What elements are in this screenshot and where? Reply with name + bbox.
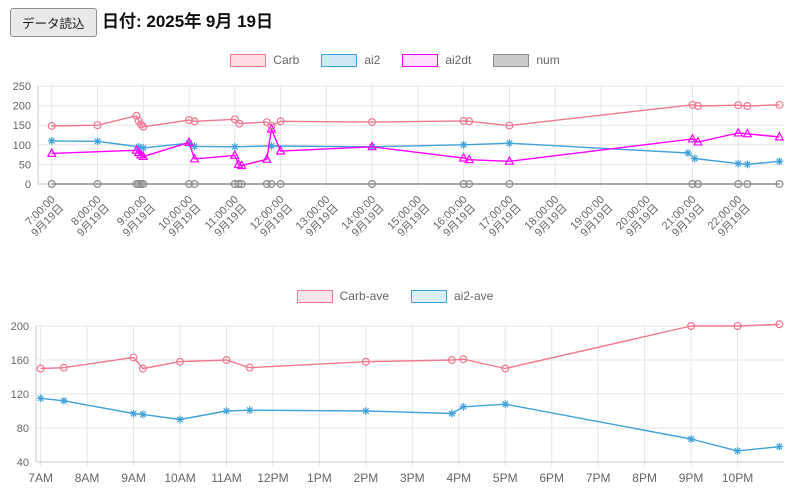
legend-swatch xyxy=(296,289,333,303)
series-Carb xyxy=(47,100,784,131)
svg-text:11AM: 11AM xyxy=(211,471,241,485)
svg-text:160: 160 xyxy=(11,355,29,367)
legend-swatch xyxy=(402,53,439,67)
legend-item-ai2[interactable]: ai2 xyxy=(321,53,380,67)
svg-text:16:00:009月19日: 16:00:009月19日 xyxy=(431,194,478,241)
legend-item-ai2-ave[interactable]: ai2-ave xyxy=(411,289,493,303)
svg-text:19:00:009月19日: 19:00:009月19日 xyxy=(568,194,615,241)
svg-text:10PM: 10PM xyxy=(722,471,753,485)
date-title: 日付: 2025年 9月 19日 xyxy=(102,12,274,31)
svg-text:9AM: 9AM xyxy=(121,471,146,485)
svg-text:6PM: 6PM xyxy=(539,471,564,485)
series-ai2-ave xyxy=(36,394,784,455)
series-ai2 xyxy=(47,136,784,169)
svg-text:18:00:009月19日: 18:00:009月19日 xyxy=(523,194,570,241)
legend-label: Carb-ave xyxy=(339,289,389,303)
series-num xyxy=(47,179,784,188)
load-data-button[interactable]: データ読込 xyxy=(10,8,97,37)
series-ai2dt xyxy=(46,123,785,170)
svg-text:17:00:009月19日: 17:00:009月19日 xyxy=(477,194,524,241)
svg-text:80: 80 xyxy=(17,423,29,435)
legend-item-Carb-ave[interactable]: Carb-ave xyxy=(296,289,389,303)
legend-swatch xyxy=(493,53,530,67)
svg-text:200: 200 xyxy=(11,321,29,333)
svg-text:2PM: 2PM xyxy=(354,471,379,485)
top-chart-canvas: 0 50 100 150 200 250 7:00:009月19日 8:00:009月19日 9… xyxy=(13,81,785,241)
legend-label: num xyxy=(536,53,560,67)
svg-text:250: 250 xyxy=(13,81,31,93)
svg-text:0: 0 xyxy=(25,179,31,191)
legend-label: ai2 xyxy=(364,53,381,67)
svg-text:22:00:009月19日: 22:00:009月19日 xyxy=(706,194,753,241)
svg-text:200: 200 xyxy=(13,101,31,113)
svg-text:1PM: 1PM xyxy=(307,471,332,485)
legend-item-num[interactable]: num xyxy=(493,53,560,67)
series-Carb-ave xyxy=(36,320,784,373)
legend-item-Carb[interactable]: Carb xyxy=(230,53,299,67)
top-chart-legend: Carb ai2 ai2dt num xyxy=(0,53,790,67)
svg-text:9PM: 9PM xyxy=(679,471,704,485)
svg-text:7:00:009月19日: 7:00:009月19日 xyxy=(21,194,67,240)
legend-label: ai2-ave xyxy=(454,289,494,303)
svg-text:7PM: 7PM xyxy=(586,471,611,485)
legend-label: ai2dt xyxy=(445,53,472,67)
legend-swatch xyxy=(411,289,447,303)
svg-text:20:00:009月19日: 20:00:009月19日 xyxy=(614,194,661,241)
svg-text:40: 40 xyxy=(17,457,29,469)
svg-text:13:00:009月19日: 13:00:009月19日 xyxy=(294,194,341,241)
svg-text:8AM: 8AM xyxy=(75,471,100,485)
svg-text:9:00:009月19日: 9:00:009月19日 xyxy=(112,194,158,240)
svg-text:7AM: 7AM xyxy=(28,471,53,485)
bottom-chart-canvas: 40 80 120 160 200 7AM 8AM 9AM 10AM 11AM 12PM 1PM 2PM… xyxy=(11,320,784,485)
svg-text:10AM: 10AM xyxy=(164,471,195,485)
svg-text:10:00:009月19日: 10:00:009月19日 xyxy=(156,194,203,241)
legend-label: Carb xyxy=(273,53,300,67)
svg-text:3PM: 3PM xyxy=(400,471,425,485)
svg-text:14:00:009月19日: 14:00:009月19日 xyxy=(339,194,386,241)
svg-text:50: 50 xyxy=(19,159,31,171)
svg-text:8PM: 8PM xyxy=(632,471,657,485)
svg-text:21:00:009月19日: 21:00:009月19日 xyxy=(660,194,707,241)
svg-text:12PM: 12PM xyxy=(257,471,288,485)
svg-text:8:00:009月19日: 8:00:009月19日 xyxy=(67,194,113,240)
svg-text:100: 100 xyxy=(13,140,31,152)
svg-text:4PM: 4PM xyxy=(446,471,471,485)
legend-item-ai2dt[interactable]: ai2dt xyxy=(402,53,471,67)
svg-text:11:00:009月19日: 11:00:009月19日 xyxy=(203,194,250,241)
bottom-chart-legend: Carb-ave ai2-ave xyxy=(0,289,790,303)
svg-text:120: 120 xyxy=(11,389,29,401)
legend-swatch xyxy=(230,53,267,67)
svg-text:12:00:009月19日: 12:00:009月19日 xyxy=(248,194,295,241)
svg-text:15:00:009月19日: 15:00:009月19日 xyxy=(385,194,432,241)
svg-text:150: 150 xyxy=(13,120,31,132)
svg-text:5PM: 5PM xyxy=(493,471,518,485)
legend-swatch xyxy=(321,53,358,67)
